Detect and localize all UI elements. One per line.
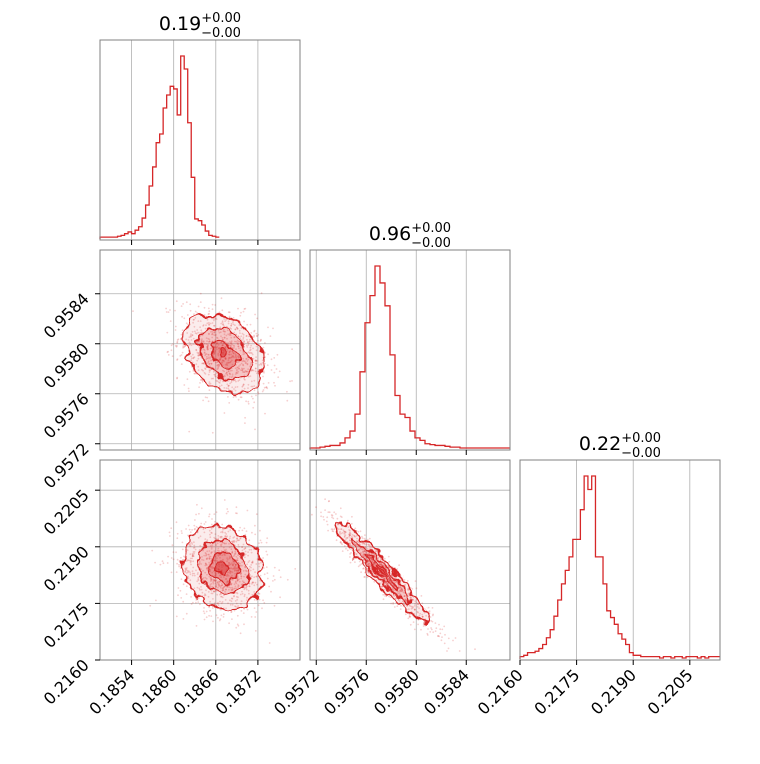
joint-panel-1-0 [132,292,293,434]
x-tick-label: 0.1866 [170,665,223,718]
y-tick-label: 0.9584 [40,289,93,342]
x-tick-label: 0.2175 [530,665,583,718]
contour-level-4 [218,347,230,360]
histogram-2 [309,265,510,449]
y-tick-label: 0.2205 [40,486,93,539]
density-contours [335,521,428,622]
param-title-3: 0.22+0.00 −0.00 [579,431,661,461]
x-tick-label: 0.1872 [212,665,265,718]
panel-frame [99,39,301,241]
panel-frame [99,249,301,451]
contour-level-4 [217,561,229,574]
x-tick-label: 0.1854 [85,665,138,718]
contour-level-4 [374,564,388,579]
y-tick-label: 0.9580 [40,339,93,392]
panel-frame [519,459,721,661]
x-tick-label: 0.9576 [320,665,373,718]
param-title-1: 0.19+0.00 −0.00 [159,11,241,41]
x-tick-label: 0.9584 [420,665,473,718]
panel-frame [309,249,511,451]
y-tick-label: 0.9576 [40,389,93,442]
panel-frame [309,459,511,661]
x-tick-label: 0.9580 [370,665,423,718]
y-tick-label: 0.2190 [40,542,93,595]
y-tick-label: 0.9572 [40,439,93,492]
param-title-2: 0.96+0.00 −0.00 [369,221,451,251]
density-contours [184,312,265,395]
y-tick-label: 0.2160 [40,655,93,708]
x-tick-label: 0.2205 [644,665,697,718]
joint-panel-2-1 [310,489,476,652]
panel-frame [99,459,301,661]
x-tick-label: 0.9572 [270,665,323,718]
y-tick-label: 0.2175 [40,599,93,652]
joint-panel-2-0 [149,499,297,644]
histogram-1 [99,55,220,239]
x-tick-label: 0.1860 [127,665,180,718]
density-contours [182,525,263,610]
x-tick-label: 0.2190 [587,665,640,718]
x-tick-label: 0.2160 [474,665,527,718]
histogram-3 [519,475,720,659]
